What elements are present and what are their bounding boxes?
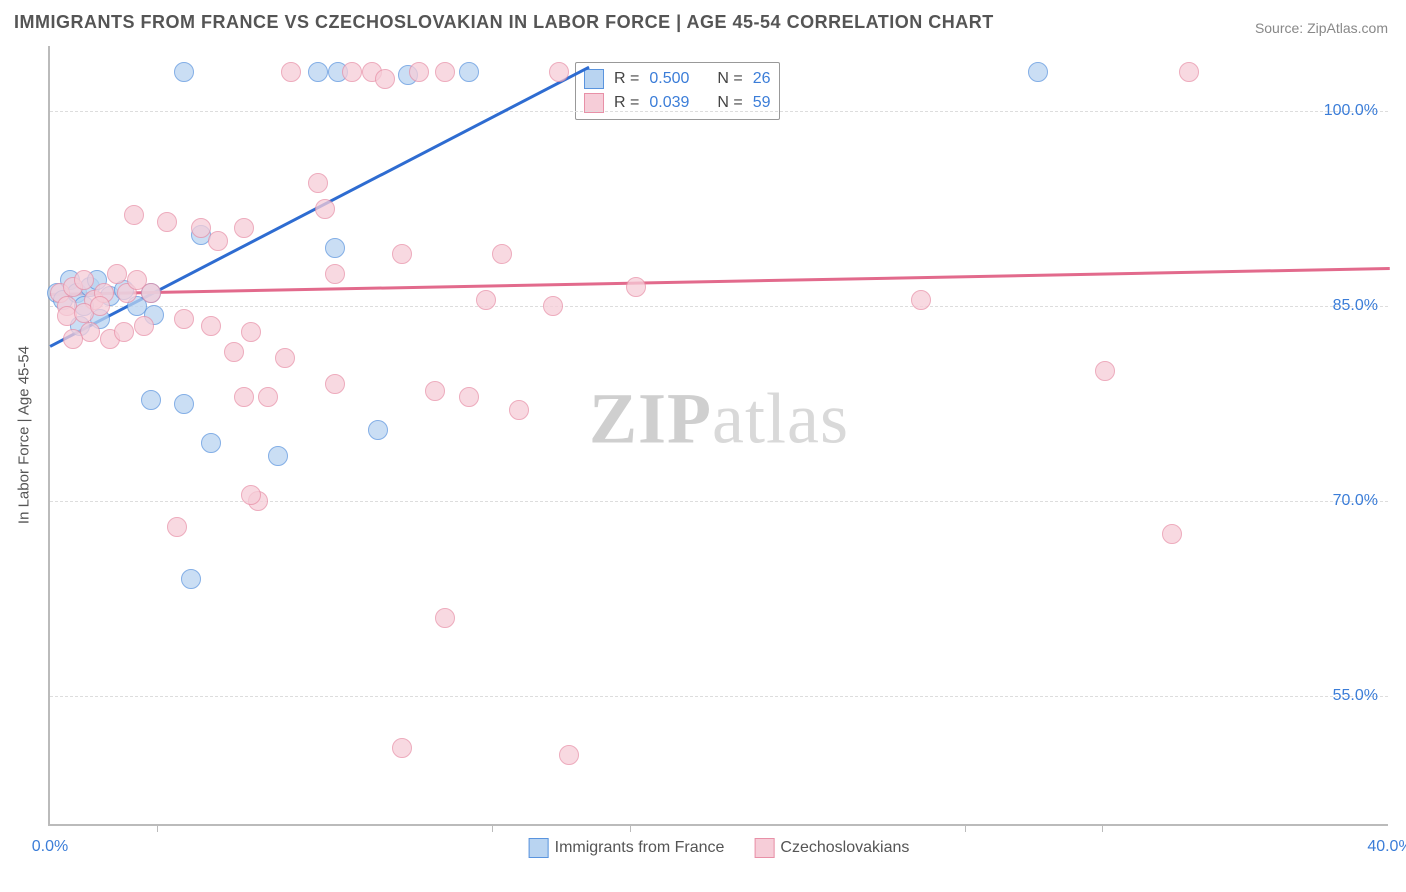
x-tick-label: 0.0%: [32, 838, 68, 856]
data-point: [435, 608, 455, 628]
data-point: [174, 394, 194, 414]
n-label: N =: [717, 70, 742, 88]
trend-line: [50, 267, 1390, 295]
data-point: [368, 420, 388, 440]
data-point: [559, 745, 579, 765]
data-point: [626, 277, 646, 297]
x-tick: [965, 824, 966, 832]
data-point: [234, 218, 254, 238]
x-tick: [630, 824, 631, 832]
r-value: 0.039: [649, 94, 689, 112]
data-point: [325, 264, 345, 284]
data-point: [90, 296, 110, 316]
data-point: [392, 738, 412, 758]
legend-label: Czechoslovakians: [780, 839, 909, 857]
data-point: [492, 244, 512, 264]
data-point: [509, 400, 529, 420]
data-point: [74, 270, 94, 290]
legend-item: Immigrants from France: [529, 838, 725, 858]
data-point: [63, 329, 83, 349]
data-point: [258, 387, 278, 407]
data-point: [275, 348, 295, 368]
data-point: [167, 517, 187, 537]
data-point: [241, 322, 261, 342]
data-point: [281, 62, 301, 82]
data-point: [174, 309, 194, 329]
data-point: [1179, 62, 1199, 82]
n-label: N =: [717, 94, 742, 112]
data-point: [1162, 524, 1182, 544]
data-point: [141, 390, 161, 410]
data-point: [325, 374, 345, 394]
y-tick-label: 70.0%: [1333, 492, 1378, 510]
data-point: [476, 290, 496, 310]
data-point: [392, 244, 412, 264]
data-point: [549, 62, 569, 82]
watermark: ZIPatlas: [589, 378, 849, 461]
data-point: [181, 569, 201, 589]
r-label: R =: [614, 70, 639, 88]
bottom-legend: Immigrants from France Czechoslovakians: [529, 838, 910, 858]
legend-label: Immigrants from France: [555, 839, 725, 857]
r-label: R =: [614, 94, 639, 112]
series-swatch: [584, 69, 604, 89]
data-point: [315, 199, 335, 219]
data-point: [268, 446, 288, 466]
data-point: [459, 387, 479, 407]
gridline: [50, 306, 1388, 307]
data-point: [234, 387, 254, 407]
data-point: [224, 342, 244, 362]
data-point: [1028, 62, 1048, 82]
data-point: [435, 62, 455, 82]
data-point: [1095, 361, 1115, 381]
data-point: [308, 62, 328, 82]
y-tick-label: 85.0%: [1333, 297, 1378, 315]
data-point: [201, 433, 221, 453]
n-value: 59: [753, 94, 771, 112]
data-point: [425, 381, 445, 401]
legend-swatch: [529, 838, 549, 858]
data-point: [141, 283, 161, 303]
data-point: [241, 485, 261, 505]
data-point: [208, 231, 228, 251]
data-point: [459, 62, 479, 82]
data-point: [375, 69, 395, 89]
data-point: [191, 218, 211, 238]
data-point: [325, 238, 345, 258]
data-point: [134, 316, 154, 336]
data-point: [157, 212, 177, 232]
source-attribution: Source: ZipAtlas.com: [1255, 20, 1388, 36]
gridline: [50, 111, 1388, 112]
x-tick-label: 40.0%: [1367, 838, 1406, 856]
legend-item: Czechoslovakians: [754, 838, 909, 858]
x-tick: [1102, 824, 1103, 832]
data-point: [114, 322, 134, 342]
series-swatch: [584, 93, 604, 113]
x-tick: [157, 824, 158, 832]
correlation-row: R = 0.500 N = 26: [584, 67, 771, 91]
chart-title: IMMIGRANTS FROM FRANCE VS CZECHOSLOVAKIA…: [14, 12, 994, 33]
data-point: [107, 264, 127, 284]
y-tick-label: 100.0%: [1324, 102, 1378, 120]
legend-swatch: [754, 838, 774, 858]
x-tick: [492, 824, 493, 832]
data-point: [308, 173, 328, 193]
y-axis-title: In Labor Force | Age 45-54: [16, 346, 33, 524]
plot-area: ZIPatlas In Labor Force | Age 45-54 R =0…: [48, 46, 1388, 826]
data-point: [409, 62, 429, 82]
n-value: 26: [753, 70, 771, 88]
data-point: [911, 290, 931, 310]
data-point: [201, 316, 221, 336]
data-point: [124, 205, 144, 225]
gridline: [50, 696, 1388, 697]
correlation-chart: IMMIGRANTS FROM FRANCE VS CZECHOSLOVAKIA…: [0, 0, 1406, 892]
r-value: 0.500: [649, 70, 689, 88]
data-point: [174, 62, 194, 82]
y-tick-label: 55.0%: [1333, 687, 1378, 705]
data-point: [342, 62, 362, 82]
data-point: [543, 296, 563, 316]
